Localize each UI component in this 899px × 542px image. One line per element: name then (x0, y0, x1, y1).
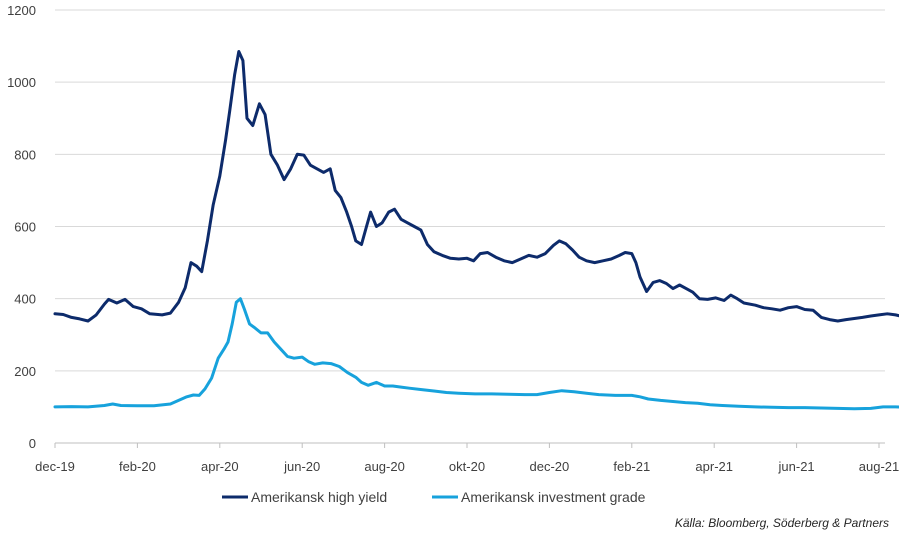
x-tick-label: dec-19 (35, 459, 75, 474)
y-tick-label: 200 (14, 364, 36, 379)
x-tick-label: aug-20 (364, 459, 404, 474)
x-tick-label: feb-21 (613, 459, 650, 474)
x-axis-ticks: dec-19 feb-20 apr-20 jun-20 aug-20 okt-20 dec-… (35, 443, 899, 474)
y-tick-label: 1200 (7, 3, 36, 18)
x-tick-label: apr-21 (695, 459, 733, 474)
y-tick-label: 400 (14, 292, 36, 307)
x-tick-label: feb-20 (119, 459, 156, 474)
x-tick-label: dec-20 (530, 459, 570, 474)
x-tick-label: apr-20 (201, 459, 239, 474)
y-axis-ticks: 0 200 400 600 800 1000 1200 (7, 3, 36, 451)
y-tick-label: 0 (29, 436, 36, 451)
y-tick-label: 600 (14, 220, 36, 235)
legend: Amerikansk high yield Amerikansk investme… (222, 489, 646, 505)
source-note: Källa: Bloomberg, Söderberg & Partners (674, 516, 889, 530)
series-line-0 (53, 50, 899, 323)
x-tick-label: okt-20 (449, 459, 485, 474)
legend-label-1: Amerikansk investment grade (461, 489, 646, 505)
x-tick-label: jun-20 (283, 459, 320, 474)
series-line-1 (53, 297, 899, 411)
y-tick-label: 800 (14, 147, 36, 162)
x-tick-label: aug-21 (859, 459, 899, 474)
y-tick-label: 1000 (7, 75, 36, 90)
x-tick-label: jun-21 (778, 459, 815, 474)
grid-lines (55, 9, 885, 372)
series-lines (53, 50, 899, 411)
legend-label-0: Amerikansk high yield (251, 489, 387, 505)
